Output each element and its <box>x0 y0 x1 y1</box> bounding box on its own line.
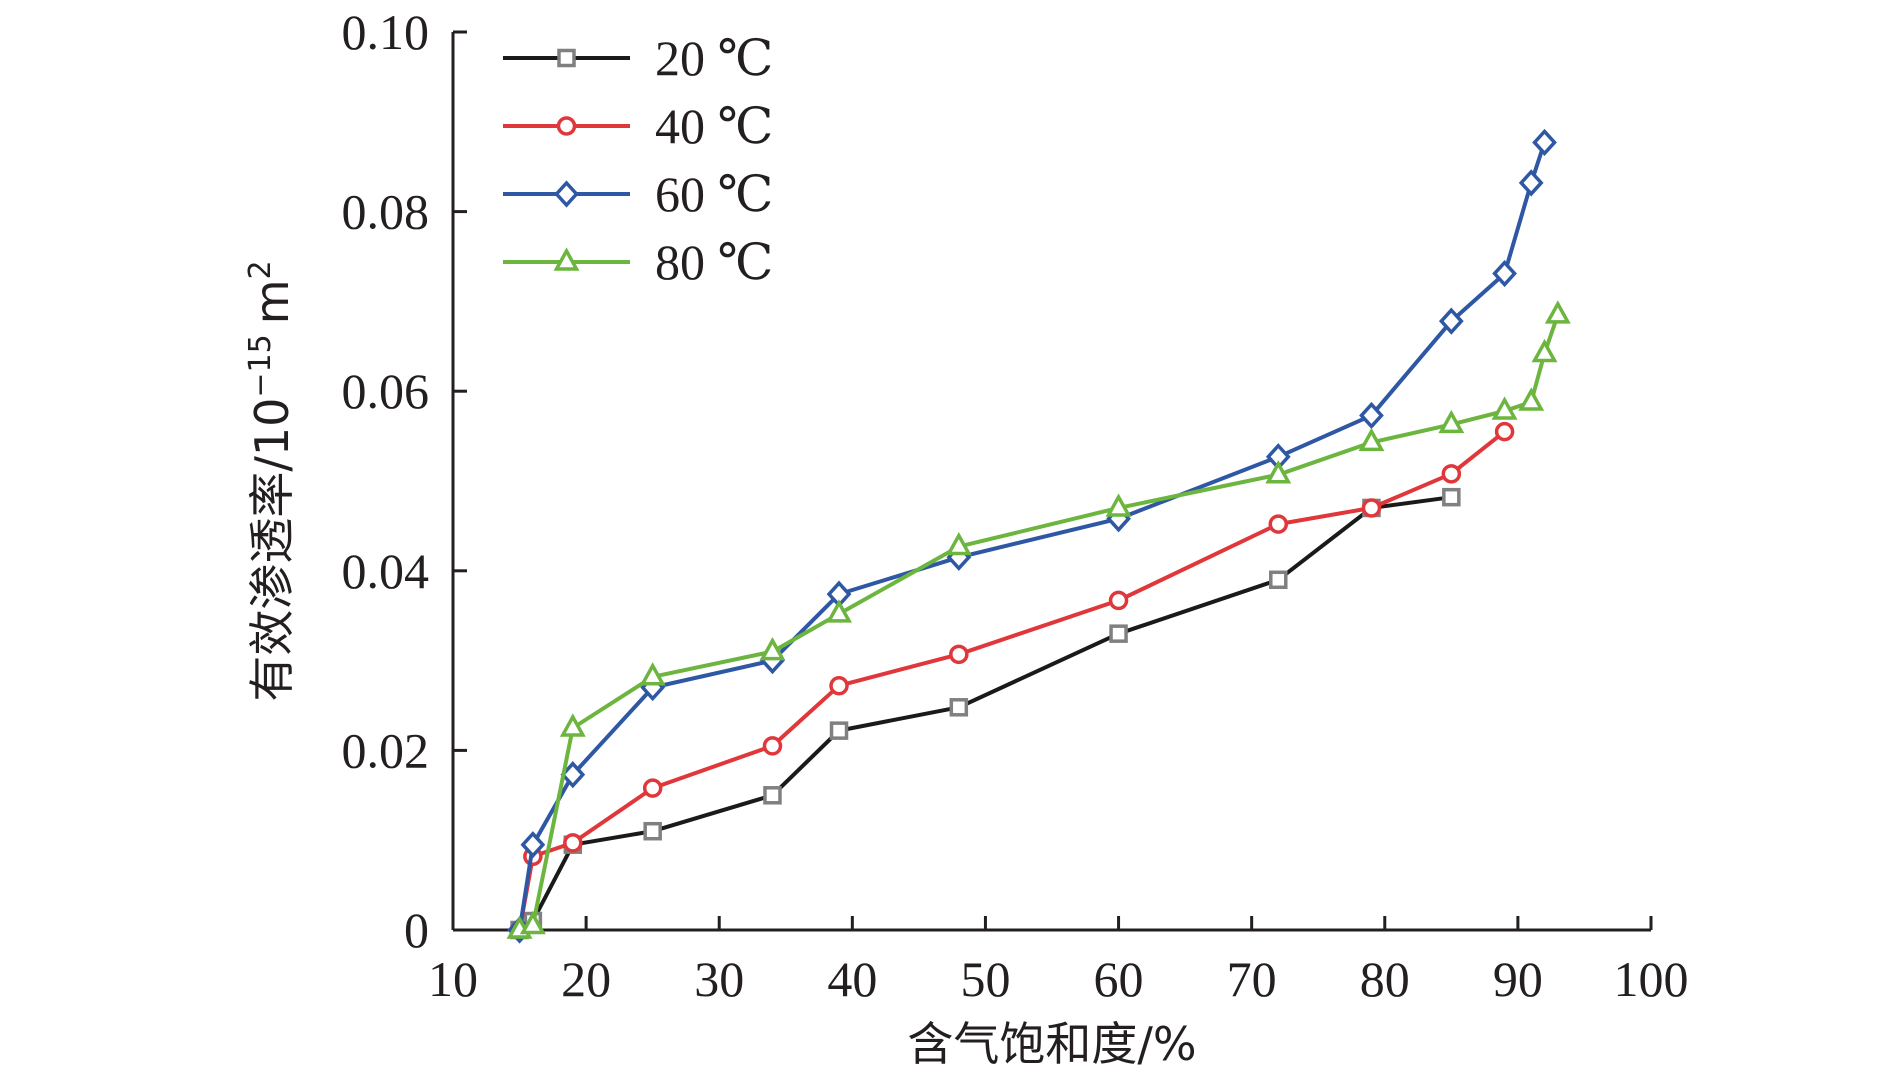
legend-item: 60 ℃ <box>503 166 773 222</box>
data-point-marker <box>1494 421 1515 442</box>
legend-marker <box>557 48 576 68</box>
series-3 <box>506 300 1571 939</box>
y-axis-title-main: 有效渗透率/10 <box>245 398 299 702</box>
x-tick-label: 20 <box>561 951 611 1007</box>
data-point-marker <box>1109 624 1128 643</box>
x-tick-label: 80 <box>1360 951 1410 1007</box>
legend-marker <box>553 247 580 271</box>
data-point-marker <box>1361 498 1382 518</box>
axis-titles: 含气饱和度/% 有效渗透率/10−15 m2 <box>243 260 1197 1071</box>
data-point-marker <box>639 662 666 686</box>
data-point-marker <box>1268 514 1289 534</box>
x-tick-label: 70 <box>1227 951 1277 1007</box>
y-tick-label: 0 <box>404 902 429 958</box>
x-tick-label: 30 <box>694 951 744 1007</box>
data-point-marker <box>826 599 852 623</box>
series-line <box>518 314 1560 932</box>
data-point-marker <box>1438 409 1465 434</box>
y-tick-label: 0.10 <box>342 4 430 60</box>
y-axis-title-exponent: −15 <box>243 334 278 397</box>
series-1 <box>509 421 1515 940</box>
series-line <box>517 141 1547 931</box>
data-point-marker <box>945 531 972 556</box>
y-axis-title-unit-exponent: 2 <box>243 260 278 279</box>
data-point-marker <box>559 713 586 737</box>
legend-label: 60 ℃ <box>655 166 773 222</box>
data-point-marker <box>1491 396 1518 420</box>
data-point-marker <box>1358 427 1385 452</box>
legend-item: 80 ℃ <box>503 234 773 290</box>
series-line <box>518 495 1452 932</box>
y-axis-title: 有效渗透率/10−15 m2 <box>243 260 299 701</box>
legend-label: 80 ℃ <box>655 234 773 290</box>
data-point-marker <box>762 736 783 756</box>
y-tick-label: 0.04 <box>342 543 430 599</box>
y-tick-label: 0.02 <box>342 722 430 778</box>
x-tick-label: 90 <box>1493 951 1543 1007</box>
data-point-marker <box>829 721 849 740</box>
data-point-marker <box>1442 487 1461 507</box>
legend-marker <box>554 180 579 208</box>
data-point-marker <box>759 637 786 661</box>
data-point-marker <box>519 910 546 935</box>
legend: 20 ℃ 40 ℃ 60 ℃ 80 ℃ <box>503 30 773 290</box>
x-axis-title: 含气饱和度/% <box>907 1017 1196 1071</box>
legend-item: 40 ℃ <box>503 98 773 154</box>
data-point-marker <box>1265 460 1292 484</box>
data-point-marker <box>763 786 782 805</box>
data-point-marker <box>1438 307 1464 335</box>
data-point-marker <box>563 833 583 853</box>
y-axis-title-unit: m <box>245 279 299 324</box>
series-0 <box>510 487 1461 940</box>
data-point-marker <box>1441 464 1462 484</box>
legend-label: 20 ℃ <box>655 30 773 86</box>
data-point-marker <box>1269 570 1288 590</box>
data-point-marker <box>1108 590 1129 611</box>
series-layer <box>506 128 1571 944</box>
x-tick-label: 60 <box>1094 951 1144 1007</box>
x-tick-label: 100 <box>1614 951 1689 1007</box>
data-point-marker <box>1531 338 1558 363</box>
x-tick-label: 50 <box>960 951 1010 1007</box>
y-tick-label: 0.06 <box>342 363 430 419</box>
legend-label: 40 ℃ <box>655 98 773 154</box>
data-point-marker <box>1532 128 1557 157</box>
data-point-marker <box>829 675 849 696</box>
data-point-marker <box>642 778 663 798</box>
data-point-marker <box>1544 300 1571 324</box>
y-tick-label: 0.08 <box>342 184 430 240</box>
data-point-marker <box>949 698 969 717</box>
data-point-marker <box>1105 493 1132 517</box>
axes: 10 20 30 40 50 60 70 80 90 100 0 0.02 0.04 0.06 0.08 0.… <box>342 4 1689 1007</box>
data-point-marker <box>1518 169 1544 197</box>
data-point-marker <box>520 831 546 859</box>
data-point-marker <box>949 644 969 665</box>
x-tick-label: 40 <box>827 951 877 1007</box>
data-point-marker <box>1359 401 1384 430</box>
legend-item: 20 ℃ <box>503 30 773 86</box>
legend-marker <box>556 116 577 136</box>
data-point-marker <box>1518 387 1545 411</box>
data-point-marker <box>643 821 662 841</box>
x-tick-label: 10 <box>428 951 478 1007</box>
data-point-marker <box>1492 259 1517 288</box>
